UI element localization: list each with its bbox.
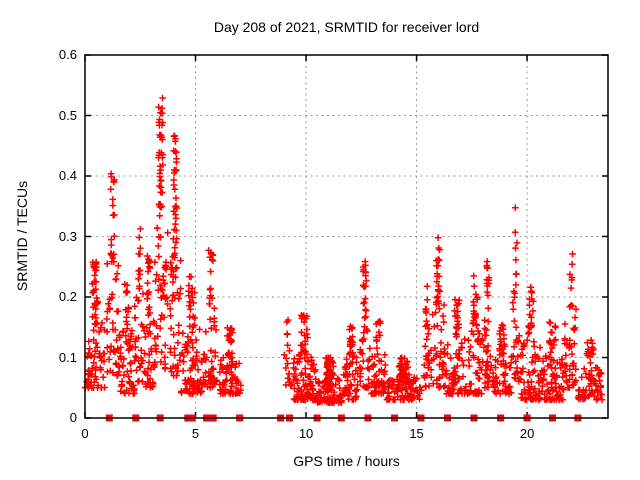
y-tick-label: 0.2 <box>58 289 77 304</box>
y-tick-label: 0.4 <box>58 168 77 183</box>
x-tick-label: 10 <box>298 426 314 441</box>
y-tick-label: 0.1 <box>58 349 77 365</box>
x-tick-label: 0 <box>81 426 89 441</box>
x-tick-label: 20 <box>519 426 535 441</box>
chart-title: Day 208 of 2021, SRMTID for receiver lor… <box>213 19 480 35</box>
y-tick-label: 0.6 <box>58 47 77 62</box>
y-tick-label: 0.5 <box>58 107 77 123</box>
x-axis-label: GPS time / hours <box>293 453 400 469</box>
plot-border <box>84 54 609 419</box>
y-tick-label: 0 <box>69 410 77 425</box>
x-tick-label: 5 <box>191 426 200 441</box>
x-tick-label: 15 <box>409 426 424 441</box>
y-tick-label: 0.3 <box>58 228 77 244</box>
